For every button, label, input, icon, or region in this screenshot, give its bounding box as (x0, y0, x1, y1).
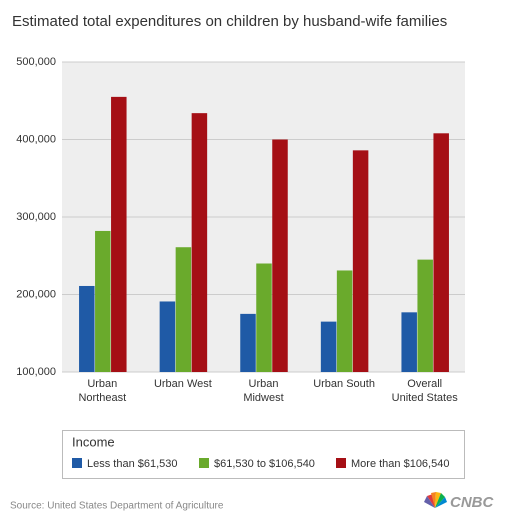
logo: CNBC (450, 494, 494, 511)
legend-title: Income (72, 434, 115, 449)
bar (320, 321, 337, 372)
x-tick-label: Urban West (153, 378, 212, 390)
x-tick-label: Overall United States (391, 378, 458, 404)
bar (272, 139, 288, 372)
bar (336, 270, 353, 372)
bar (417, 259, 433, 372)
bar (79, 285, 95, 372)
bar (159, 301, 176, 372)
bar (175, 247, 192, 372)
y-tick-label: 500,000 (16, 56, 56, 68)
legend-box (62, 430, 465, 479)
x-tick-label: Urban Midwest (243, 378, 284, 404)
x-tick-label: Urban Northeast (78, 378, 127, 404)
y-tick-label: 100,000 (16, 366, 56, 378)
x-tick-label: Urban South (313, 378, 375, 390)
bar (352, 150, 369, 372)
bar (401, 312, 417, 372)
legend-label: Less than $61,530 (87, 458, 178, 470)
bar (191, 113, 208, 373)
y-tick-label: 400,000 (16, 133, 56, 145)
bar (240, 313, 256, 372)
legend-swatch (72, 458, 82, 468)
chart-title: Estimated total expenditures on children… (12, 13, 447, 30)
legend-swatch (199, 458, 209, 468)
y-tick-label: 200,000 (16, 288, 56, 300)
logo-icon (424, 492, 447, 508)
legend-label: $61,530 to $106,540 (214, 458, 315, 470)
y-tick-label: 300,000 (16, 211, 56, 223)
bar (111, 96, 127, 372)
bar (433, 133, 449, 372)
bar (256, 263, 272, 372)
legend-swatch (336, 458, 346, 468)
legend-label: More than $106,540 (351, 458, 449, 470)
source: Source: United States Department of Agri… (10, 501, 224, 512)
bar (95, 230, 111, 372)
